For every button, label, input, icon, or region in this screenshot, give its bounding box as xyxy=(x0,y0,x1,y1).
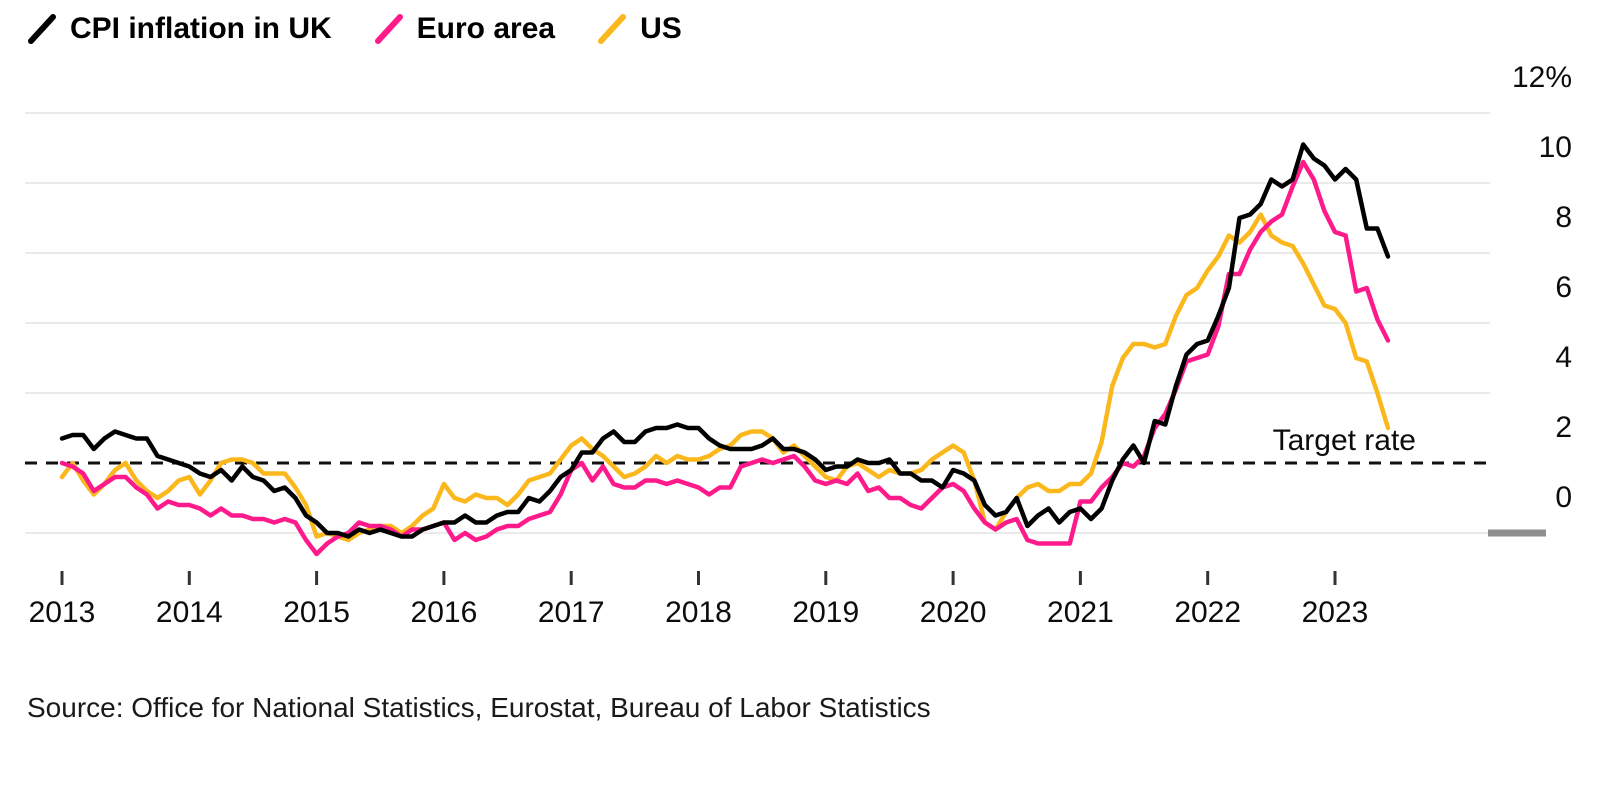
x-axis-label: 2021 xyxy=(1047,596,1114,629)
legend-slash-icon xyxy=(28,14,56,44)
source-note: Source: Office for National Statistics, … xyxy=(27,692,931,723)
x-axis-label: 2020 xyxy=(920,596,987,629)
x-axis-label: 2015 xyxy=(283,596,350,629)
chart-svg: 0 2 4 6 8 10 12% Target rate 2013 2014 2015 2016 201… xyxy=(25,61,1572,629)
x-axis-label: 2017 xyxy=(538,596,605,629)
y-axis-label: 0 xyxy=(1555,481,1572,514)
y-axis-label: 6 xyxy=(1555,271,1572,304)
series-line-uk xyxy=(59,142,1391,539)
x-axis-label: 2016 xyxy=(411,596,478,629)
legend-label-us: US xyxy=(640,12,682,45)
target-rate-label: Target rate xyxy=(1273,424,1416,457)
y-axis-label: 12% xyxy=(1512,61,1572,94)
legend-label-uk: CPI inflation in UK xyxy=(70,12,332,45)
x-axis-label: 2018 xyxy=(665,596,732,629)
x-axis-label: 2023 xyxy=(1302,596,1369,629)
x-axis-label: 2014 xyxy=(156,596,223,629)
series-line-euro-area xyxy=(59,159,1391,557)
y-axis-label: 10 xyxy=(1539,131,1572,164)
chart-legend: CPI inflation in UK Euro area US xyxy=(27,12,682,46)
x-axis-label: 2013 xyxy=(29,596,96,629)
y-axis-label: 2 xyxy=(1555,411,1572,444)
legend-item-us: US xyxy=(597,12,682,46)
series-line-us xyxy=(59,212,1391,543)
legend-item-uk: CPI inflation in UK xyxy=(27,12,332,46)
y-axis-label: 8 xyxy=(1555,201,1572,234)
legend-label-euro-area: Euro area xyxy=(416,12,556,45)
legend-slash-icon xyxy=(374,14,403,44)
x-axis-label: 2022 xyxy=(1174,596,1241,629)
legend-slash-icon xyxy=(598,14,627,44)
y-axis-label: 4 xyxy=(1555,341,1572,374)
x-axis-label: 2019 xyxy=(792,596,859,629)
legend-item-euro-area: Euro area xyxy=(374,12,555,46)
